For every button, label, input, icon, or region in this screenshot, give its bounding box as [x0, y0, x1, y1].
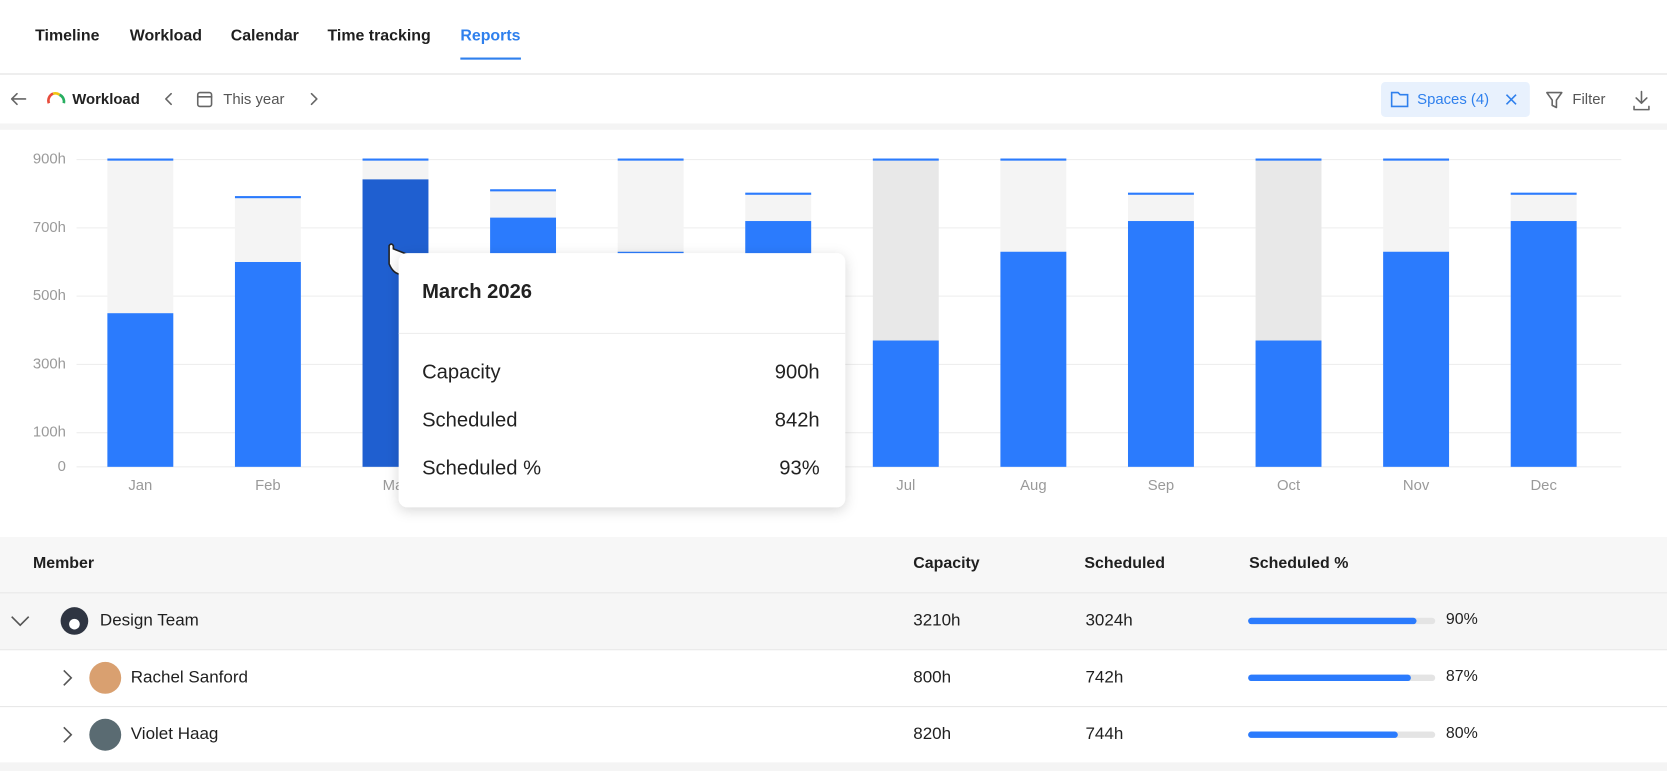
- scheduled-bar[interactable]: [234, 261, 301, 467]
- tooltip-value: 900h: [775, 362, 820, 384]
- folder-icon: [1390, 91, 1409, 108]
- capacity-top: [1510, 192, 1577, 195]
- expand-icon[interactable]: [63, 669, 73, 686]
- progress-fill: [1248, 731, 1398, 738]
- x-tick-label: Oct: [1277, 478, 1301, 494]
- team-icon: [69, 618, 80, 630]
- capacity-top: [490, 189, 557, 192]
- gauge-icon: [58, 93, 66, 104]
- scheduled: 744h: [1085, 724, 1123, 743]
- percent: 90%: [1446, 611, 1478, 628]
- report-name: Workload: [72, 92, 139, 108]
- tab[interactable]: Calendar: [231, 27, 299, 44]
- active-tab-underline: [460, 57, 521, 60]
- scheduled-bar[interactable]: [1000, 251, 1067, 467]
- avatar: [89, 718, 122, 751]
- y-tick-label: 0: [58, 459, 66, 475]
- x-tick-label: Sep: [1148, 478, 1174, 494]
- tab[interactable]: Time tracking: [327, 27, 430, 44]
- progress-fill: [1248, 617, 1417, 625]
- column-header: Scheduled %: [1249, 555, 1348, 572]
- tooltip-title: March 2026: [422, 281, 532, 303]
- tab[interactable]: Workload: [130, 27, 202, 44]
- x-tick-label: Jan: [128, 478, 152, 494]
- tooltip-label: Capacity: [422, 362, 501, 384]
- scheduled: 742h: [1085, 667, 1123, 686]
- spaces[interactable]: Spaces (4): [1417, 92, 1489, 108]
- tab[interactable]: Reports: [460, 27, 520, 44]
- member-name: Design Team: [100, 610, 199, 629]
- member-name: Violet Haag: [131, 724, 219, 743]
- gauge-icon: [52, 92, 61, 96]
- chart-grid: 0100h300h500h700h900hJanFebMarAprMayJunJ…: [33, 152, 1622, 494]
- percent: 87%: [1446, 668, 1478, 685]
- clear-spaces[interactable]: [1505, 94, 1517, 105]
- scheduled-bar[interactable]: [1255, 340, 1322, 467]
- scheduled-bar[interactable]: [107, 313, 174, 467]
- y-tick-label: 300h: [33, 356, 66, 372]
- tooltip-value: 93%: [779, 457, 819, 479]
- capacity-top: [617, 158, 684, 161]
- divider: [0, 123, 1667, 130]
- expand-icon[interactable]: [63, 726, 73, 743]
- progress-fill: [1248, 674, 1411, 682]
- members-table: Member Capacity Scheduled Scheduled % Design…: [0, 536, 1667, 763]
- back-button[interactable]: [10, 92, 27, 106]
- scheduled-bar[interactable]: [1127, 221, 1194, 467]
- scheduled-bar[interactable]: [1383, 251, 1450, 467]
- x-tick-label: Jul: [896, 478, 915, 494]
- table-header: [0, 536, 1667, 593]
- capacity-top: [107, 158, 174, 161]
- capacity: 820h: [913, 724, 951, 743]
- filter-icon: [1546, 91, 1563, 109]
- capacity-top: [1000, 158, 1067, 161]
- column-header: Capacity: [913, 555, 980, 572]
- x-tick-label: Dec: [1530, 478, 1557, 494]
- tooltip-value: 842h: [775, 409, 820, 431]
- filter[interactable]: Filter: [1572, 92, 1605, 108]
- column-header: Member: [33, 555, 94, 572]
- x-tick-label: Aug: [1020, 478, 1046, 494]
- y-tick-label: 700h: [33, 220, 66, 236]
- avatar: [89, 661, 122, 694]
- capacity: 800h: [913, 667, 951, 686]
- capacity-top: [745, 192, 812, 195]
- period[interactable]: This year: [223, 92, 284, 108]
- footer-strip: [0, 762, 1667, 771]
- tab[interactable]: Timeline: [35, 27, 100, 44]
- calendar-icon: [196, 91, 213, 108]
- tab-bar: Timeline Workload Calendar Time tracking Rep…: [35, 27, 521, 44]
- scheduled: 3024h: [1085, 610, 1132, 629]
- capacity-top: [1255, 158, 1322, 161]
- y-tick-label: 500h: [33, 288, 66, 304]
- collapse-icon[interactable]: [11, 616, 30, 627]
- capacity-top: [1127, 192, 1194, 195]
- tooltip: [398, 253, 846, 508]
- percent: 80%: [1446, 725, 1478, 742]
- x-tick-label: Nov: [1403, 478, 1430, 494]
- scheduled-bar[interactable]: [872, 340, 939, 467]
- next-button[interactable]: [310, 92, 318, 106]
- scheduled-bar[interactable]: [1510, 221, 1577, 467]
- spaces-pill[interactable]: [1381, 81, 1530, 118]
- capacity: 3210h: [913, 610, 960, 629]
- tooltip-label: Scheduled: [422, 409, 517, 431]
- capacity-top: [362, 158, 429, 161]
- gauge-icon: [47, 92, 54, 104]
- y-tick-label: 900h: [33, 152, 66, 168]
- member-name: Rachel Sanford: [131, 667, 248, 686]
- x-tick-label: Feb: [255, 478, 281, 494]
- prev-button[interactable]: [165, 92, 172, 106]
- download-button[interactable]: [1633, 90, 1650, 111]
- column-header: Scheduled: [1084, 555, 1165, 572]
- capacity-top: [1383, 158, 1450, 161]
- y-tick-label: 100h: [33, 425, 66, 441]
- capacity-top: [872, 158, 939, 161]
- tooltip-label: Scheduled %: [422, 457, 541, 479]
- capacity-top: [234, 196, 301, 199]
